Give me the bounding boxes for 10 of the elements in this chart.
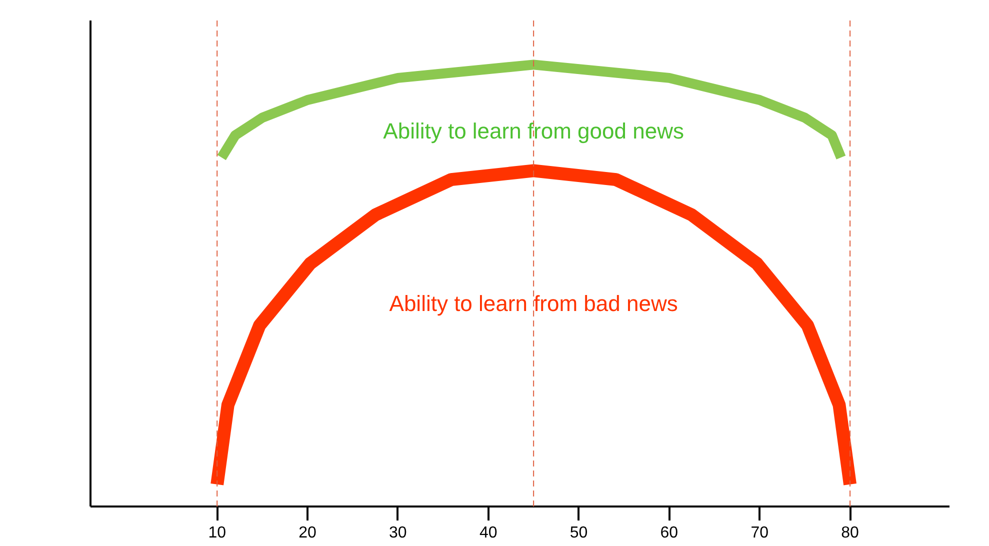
x-tick-label: 50 xyxy=(570,524,588,542)
x-tick-label: 60 xyxy=(660,524,678,542)
x-tick-label: 20 xyxy=(298,524,317,542)
x-tick-label: 70 xyxy=(750,524,769,542)
annotation: Ability to learn from bad news xyxy=(389,290,678,316)
annotation: Ability to learn from good news xyxy=(383,118,684,144)
x-tick-label: 30 xyxy=(389,524,407,542)
x-tick-label: 40 xyxy=(479,524,498,542)
x-tick-label: 10 xyxy=(208,524,226,542)
x-tick-label: 80 xyxy=(841,524,860,542)
